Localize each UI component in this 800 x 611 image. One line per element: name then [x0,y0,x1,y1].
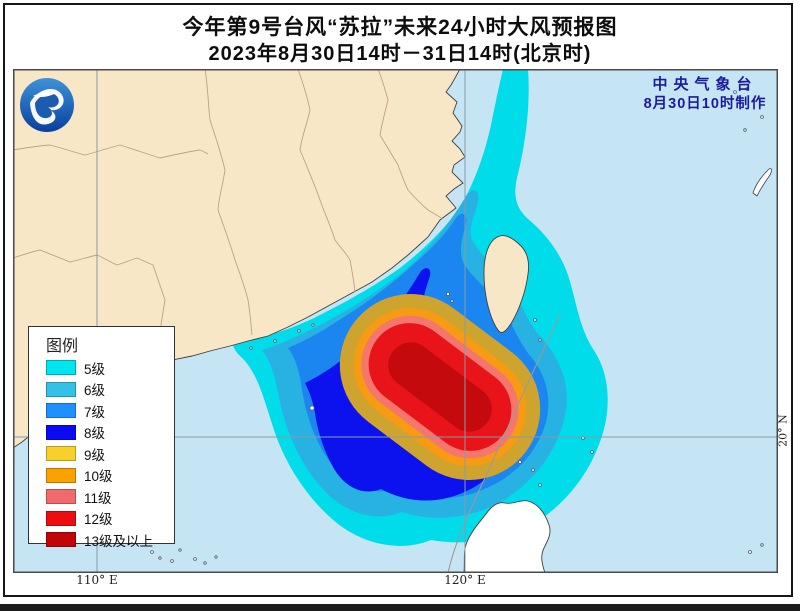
legend-item: 12级 [46,510,174,527]
legend-item: 13级及以上 [46,532,174,549]
legend-item: 7级 [46,403,174,420]
legend-label: 5级 [84,361,106,377]
province-borders [12,68,444,361]
legend-swatch [46,489,76,504]
longitude-label-120e: 120° E [444,573,486,587]
wind-level-13-area [388,342,492,432]
legend-item: 10级 [46,467,174,484]
legend-label: 12级 [84,512,113,527]
legend-box: 图例 5级 6级 7级 8级 9级 10级 11级 12级 13级及以上 [28,326,175,549]
typhoon-track-line [447,314,561,574]
legend-label: 13级及以上 [84,533,154,549]
taiwan-island [483,235,530,333]
cma-logo-icon [20,78,74,132]
legend-label: 7级 [84,404,106,420]
legend-label: 9级 [84,447,106,463]
luzon-island [463,500,551,574]
legend-swatch [46,532,76,547]
bottom-border-strip [0,604,800,611]
longitude-label-110e: 110° E [76,573,118,587]
legend-label: 6级 [84,383,106,398]
legend-item: 6级 [46,381,174,398]
legend-label: 11级 [84,490,112,506]
legend-item: 9级 [46,446,174,463]
legend-swatch [46,424,76,440]
credit-block: 中央气象台 8月30日10时制作 [626,76,784,113]
legend-swatch [46,510,76,526]
legend-swatch [46,446,76,461]
northeast-islet [752,168,772,197]
legend-swatch [46,403,76,418]
page-subtitle: 2023年8月30日14时－31日14时(北京时) [208,43,592,65]
legend-item: 8级 [46,424,174,441]
issue-time: 8月30日10时制作 [643,95,767,112]
legend-label: 10级 [84,469,113,484]
legend-swatch [46,381,76,397]
legend-swatch [46,360,76,375]
legend-item: 11级 [46,489,174,506]
legend-label: 8级 [84,426,106,441]
legend-swatch [46,467,76,483]
legend-title: 图例 [46,338,79,355]
legend-item: 5级 [46,360,174,377]
agency-name: 中央气象台 [652,76,758,93]
map-border [13,69,778,573]
legend-rows: 5级 6级 7级 8级 9级 10级 11级 12级 13级及以上 [46,360,174,549]
latitude-label-20n: 20° N [776,414,790,447]
page-title: 今年第9号台风“苏拉”未来24小时大风预报图 [182,16,618,39]
